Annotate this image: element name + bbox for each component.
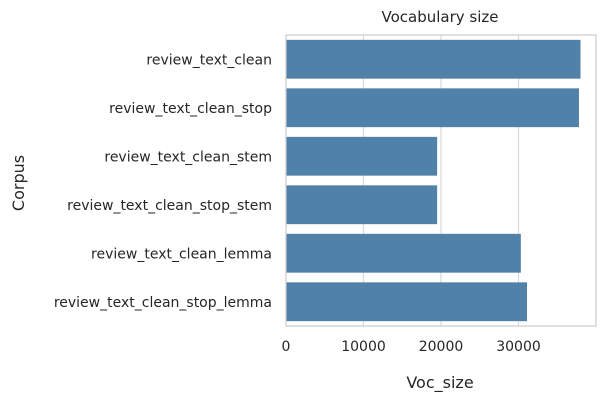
bar-review-text-clean-stem: [286, 136, 438, 176]
bar-review-text-clean: [286, 39, 581, 79]
x-tick-label: 20000: [419, 339, 464, 355]
x-axis-title: Voc_size: [406, 373, 473, 393]
bars: [286, 39, 581, 322]
y-axis-title: Corpus: [9, 155, 28, 211]
y-tick-label: review_text_clean_lemma: [91, 246, 272, 262]
bar-review-text-clean-lemma: [286, 233, 521, 273]
x-tick-label: 30000: [496, 339, 541, 355]
bar-review-text-clean-stop: [286, 88, 579, 128]
y-tick-label: review_text_clean_stop_stem: [67, 198, 272, 214]
bar-review-text-clean-stop-stem: [286, 185, 438, 225]
y-tick-labels: review_text_clean review_text_clean_stopr…: [54, 52, 272, 311]
y-tick-label: review_text_clean: [146, 52, 272, 68]
y-tick-label: review_text_clean_stop_lemma: [54, 295, 272, 311]
bar-review-text-clean-stop-lemma: [286, 282, 528, 322]
x-tick-label: 10000: [341, 339, 386, 355]
x-tick-labels: 0 10000 20000 30000: [282, 339, 541, 355]
plot-frame: [285, 34, 597, 327]
y-tick-label: review_text_clean_stop: [109, 101, 272, 117]
chart-title: Vocabulary size: [382, 8, 499, 26]
grid-lines: [362, 35, 520, 326]
x-tick-label: 0: [282, 339, 291, 355]
y-tick-label: review_text_clean_stem: [104, 149, 272, 165]
